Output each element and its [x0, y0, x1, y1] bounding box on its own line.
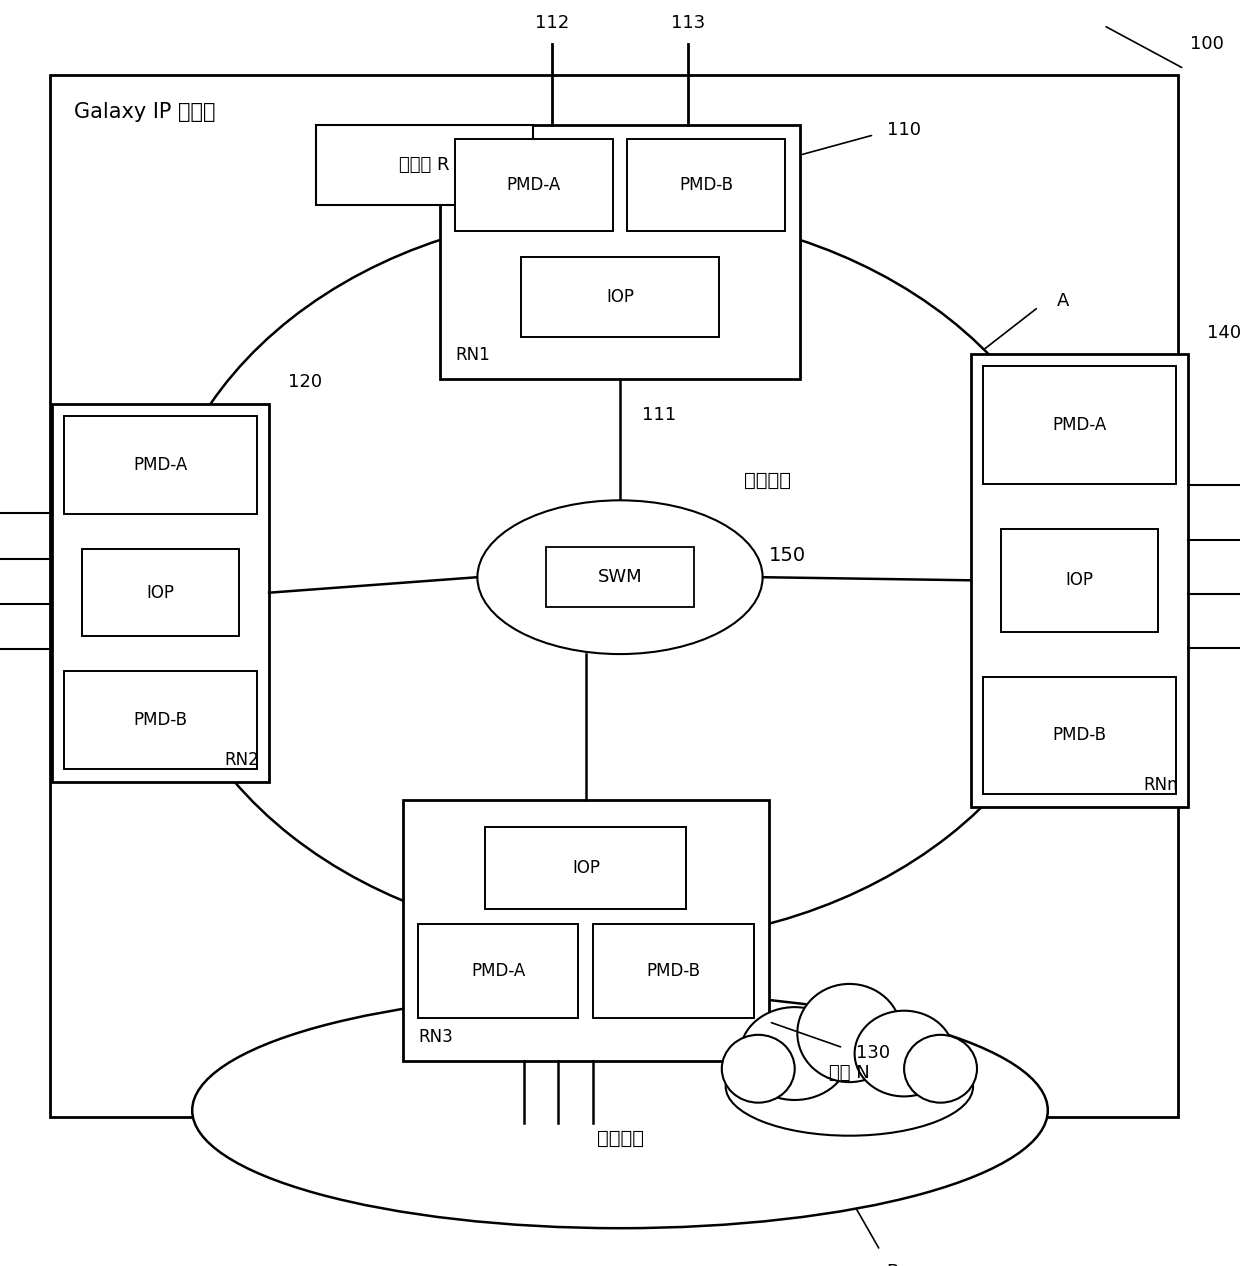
Text: B: B [887, 1262, 899, 1266]
Text: IOP: IOP [606, 289, 634, 306]
Ellipse shape [722, 1034, 795, 1103]
Text: IOP: IOP [146, 584, 175, 601]
Text: 100: 100 [1190, 35, 1224, 53]
Text: 130: 130 [856, 1044, 890, 1062]
Bar [521, 257, 719, 337]
Text: 113: 113 [671, 14, 706, 32]
Bar [455, 139, 613, 230]
Bar [82, 549, 238, 636]
Bar [418, 924, 578, 1018]
Bar [485, 827, 687, 909]
Bar [627, 139, 785, 230]
Text: 140: 140 [1207, 324, 1240, 342]
Text: Galaxy IP 路由器: Galaxy IP 路由器 [74, 103, 216, 123]
Text: 112: 112 [534, 14, 569, 32]
Text: IOP: IOP [1065, 571, 1094, 589]
Ellipse shape [854, 1010, 954, 1096]
Ellipse shape [904, 1034, 977, 1103]
Text: PMD-A: PMD-A [134, 456, 187, 475]
Text: 路由器 R: 路由器 R [399, 156, 450, 173]
Bar [983, 676, 1176, 794]
Bar [64, 417, 257, 514]
Text: PMD-A: PMD-A [507, 176, 560, 194]
Text: 网络 N: 网络 N [830, 1065, 869, 1082]
Bar [64, 671, 257, 770]
Text: RN1: RN1 [455, 346, 490, 363]
Ellipse shape [797, 984, 901, 1082]
Bar [316, 124, 533, 205]
Text: RN3: RN3 [418, 1028, 453, 1046]
Bar [50, 75, 1178, 1117]
Text: PMD-B: PMD-B [680, 176, 733, 194]
Text: 120: 120 [288, 373, 322, 391]
Bar [971, 354, 1188, 806]
Text: PMD-B: PMD-B [646, 962, 701, 980]
Ellipse shape [192, 993, 1048, 1228]
Text: 111: 111 [642, 406, 677, 424]
Bar [1002, 528, 1158, 632]
Bar [546, 547, 694, 606]
Text: PMD-B: PMD-B [134, 711, 187, 729]
Text: A: A [1058, 291, 1069, 310]
Text: 110: 110 [887, 120, 920, 139]
Bar [403, 800, 769, 1061]
Text: 本地区域: 本地区域 [596, 1129, 644, 1148]
Bar [983, 366, 1176, 484]
Bar [52, 404, 269, 782]
Text: RNn: RNn [1143, 776, 1178, 794]
Ellipse shape [155, 211, 1085, 943]
Text: SWM: SWM [598, 568, 642, 586]
Bar [440, 124, 800, 379]
Bar [594, 924, 754, 1018]
Text: RN2: RN2 [224, 752, 259, 770]
Text: 虚拟区域: 虚拟区域 [744, 471, 791, 490]
Text: PMD-B: PMD-B [1053, 727, 1106, 744]
Ellipse shape [477, 500, 763, 655]
Ellipse shape [725, 1038, 973, 1136]
Text: IOP: IOP [572, 858, 600, 877]
Ellipse shape [740, 1008, 849, 1100]
Text: 150: 150 [769, 546, 806, 565]
Text: PMD-A: PMD-A [471, 962, 526, 980]
Text: PMD-A: PMD-A [1053, 417, 1106, 434]
